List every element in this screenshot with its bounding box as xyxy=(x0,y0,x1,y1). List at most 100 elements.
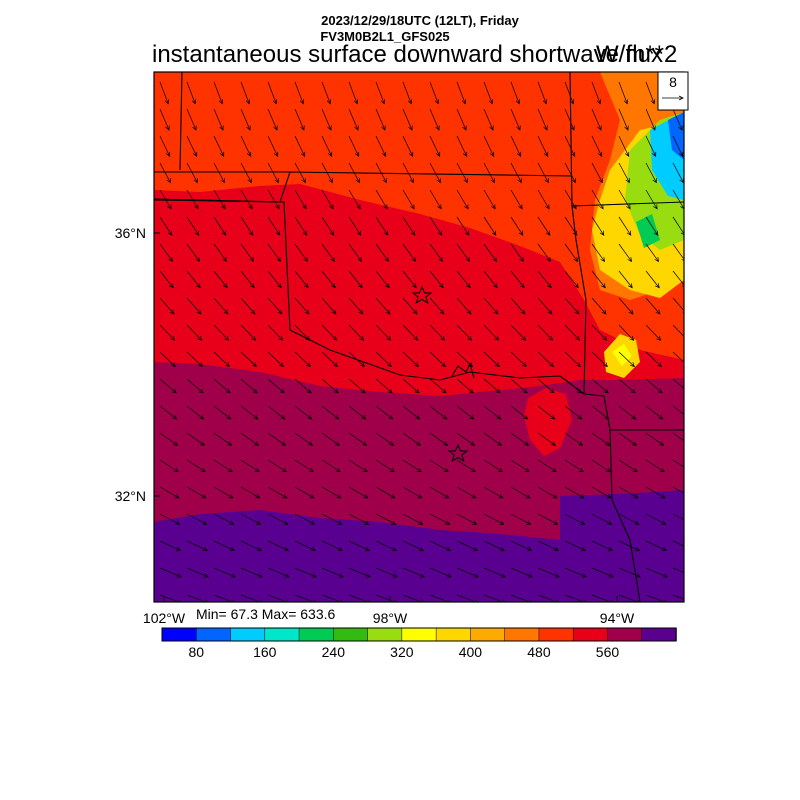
wind-arrow xyxy=(321,459,341,473)
wind-arrow xyxy=(402,81,413,105)
wind-arrow xyxy=(402,459,422,473)
wind-arrow xyxy=(321,432,341,446)
wind-arrow xyxy=(537,432,557,446)
wind-arrow xyxy=(429,216,443,236)
wind-arrow xyxy=(483,297,499,315)
wind-arrow xyxy=(483,324,500,341)
wind-arrow xyxy=(240,540,263,552)
wind-arrow xyxy=(240,81,251,105)
wind-arrow xyxy=(213,297,229,315)
wind-arrow xyxy=(537,459,557,473)
missouri-arkansas-border xyxy=(571,201,684,207)
wind-arrow xyxy=(537,216,551,236)
wind-arrow xyxy=(591,297,607,315)
wind-arrow xyxy=(645,432,665,446)
wind-arrow xyxy=(537,324,554,341)
wind-arrow xyxy=(645,351,662,368)
wind-arrow xyxy=(537,297,553,315)
wind-arrow xyxy=(564,540,587,552)
wind-arrow xyxy=(159,540,182,552)
wind-arrow xyxy=(429,108,440,131)
wind-arrow xyxy=(645,324,662,341)
wind-arrow xyxy=(483,432,503,446)
wind-arrow xyxy=(186,297,202,315)
wind-arrow xyxy=(456,135,468,158)
reference-vector-arrow xyxy=(662,95,684,101)
wind-arrow xyxy=(375,513,397,525)
wind-arrow xyxy=(402,513,424,525)
wind-arrow xyxy=(375,432,395,446)
wind-arrow xyxy=(213,486,234,499)
wind-arrow xyxy=(213,243,227,263)
wind-arrow xyxy=(240,270,255,289)
wind-arrow xyxy=(618,270,633,289)
wind-arrow xyxy=(402,486,423,499)
wind-arrow xyxy=(213,216,227,236)
wind-arrow xyxy=(537,540,560,552)
wind-arrow xyxy=(429,459,449,473)
wind-arrow xyxy=(429,324,446,341)
wind-arrow xyxy=(186,513,208,525)
wind-arrow xyxy=(564,270,579,289)
wind-arrow xyxy=(375,540,398,552)
colorbar-swatch xyxy=(504,627,540,642)
wind-arrow xyxy=(159,162,171,184)
wind-arrow xyxy=(402,540,425,552)
red-river-wiggle xyxy=(451,362,475,379)
wind-arrow xyxy=(321,351,338,368)
wind-arrow xyxy=(672,135,684,158)
wind-arrow xyxy=(186,270,201,289)
wind-arrow xyxy=(240,162,252,184)
wind-arrow xyxy=(159,270,174,289)
colorbar-swatch xyxy=(572,627,609,642)
wind-arrow xyxy=(537,513,559,525)
wind-arrow xyxy=(159,135,171,158)
colorbar-swatch xyxy=(196,627,232,642)
wind-arrow xyxy=(186,216,200,236)
wind-arrow xyxy=(618,243,632,263)
wind-arrow xyxy=(429,432,449,446)
wind-arrow xyxy=(402,351,419,368)
wind-arrow xyxy=(213,108,224,131)
wind-arrow xyxy=(186,135,198,158)
wind-arrow xyxy=(591,162,603,184)
wind-arrow xyxy=(213,567,236,578)
colorbar-swatch xyxy=(607,627,643,642)
wind-arrow xyxy=(591,324,608,341)
wind-vectors xyxy=(159,81,684,602)
city-star-okc xyxy=(411,285,433,305)
colorbar-swatch xyxy=(367,627,403,642)
wind-arrow xyxy=(375,567,398,578)
wind-arrow xyxy=(429,540,452,552)
wind-arrow xyxy=(483,486,504,499)
wind-arrow xyxy=(537,486,558,499)
colorbar xyxy=(161,627,677,642)
colorbar-swatch xyxy=(470,627,506,642)
wind-arrow xyxy=(348,270,363,289)
wind-arrow xyxy=(564,405,583,420)
wind-arrow xyxy=(537,81,548,105)
wind-arrow xyxy=(267,270,282,289)
wind-arrow xyxy=(402,405,421,420)
wind-arrow xyxy=(672,486,684,494)
wind-arrow xyxy=(240,189,253,210)
colorbar-swatch xyxy=(230,627,266,642)
wind-arrow xyxy=(618,324,635,341)
wind-arrow xyxy=(267,567,290,578)
reference-vector-box xyxy=(657,71,689,111)
wind-arrow xyxy=(564,513,586,525)
wind-arrow xyxy=(672,297,684,314)
wind-arrow xyxy=(159,378,177,394)
wind-arrow xyxy=(456,81,467,105)
field-corner xyxy=(154,72,170,110)
wind-arrow xyxy=(591,189,604,210)
wind-arrow xyxy=(510,351,527,368)
wind-arrow xyxy=(456,216,470,236)
colorbar-tick-label: 160 xyxy=(253,644,277,660)
wind-arrow xyxy=(483,162,495,184)
wind-arrow xyxy=(456,270,471,289)
wind-arrow xyxy=(618,351,635,368)
kansas-oklahoma-border xyxy=(154,171,573,203)
wind-arrow xyxy=(618,567,641,578)
